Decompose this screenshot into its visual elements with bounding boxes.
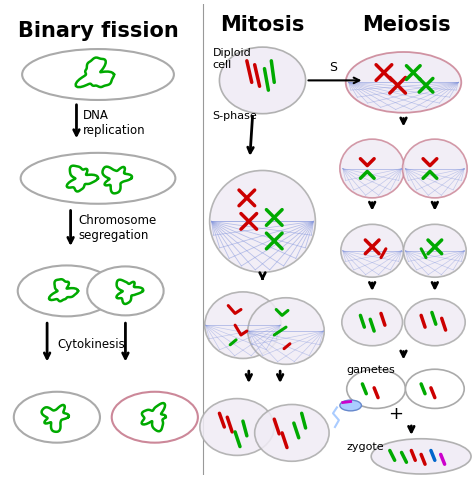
Text: S-phase: S-phase bbox=[212, 110, 257, 120]
Ellipse shape bbox=[405, 370, 464, 408]
Ellipse shape bbox=[205, 292, 281, 359]
Text: zygote: zygote bbox=[346, 441, 384, 451]
Ellipse shape bbox=[342, 299, 402, 346]
Ellipse shape bbox=[112, 392, 198, 443]
Ellipse shape bbox=[341, 225, 403, 277]
Text: +: + bbox=[388, 405, 403, 422]
Ellipse shape bbox=[403, 225, 466, 277]
Ellipse shape bbox=[340, 400, 361, 411]
Ellipse shape bbox=[346, 53, 461, 113]
Ellipse shape bbox=[22, 50, 174, 101]
Ellipse shape bbox=[255, 405, 329, 461]
Ellipse shape bbox=[346, 370, 405, 408]
Text: Chromosome
segregation: Chromosome segregation bbox=[78, 214, 157, 242]
Text: gametes: gametes bbox=[346, 365, 395, 374]
Text: Cytokinesis: Cytokinesis bbox=[57, 337, 125, 350]
Text: Mitosis: Mitosis bbox=[220, 15, 305, 35]
Ellipse shape bbox=[371, 439, 471, 474]
Text: DNA
replication: DNA replication bbox=[83, 108, 146, 136]
Ellipse shape bbox=[18, 266, 116, 317]
Ellipse shape bbox=[87, 267, 164, 316]
Ellipse shape bbox=[210, 171, 315, 273]
Ellipse shape bbox=[404, 299, 465, 346]
Ellipse shape bbox=[200, 399, 274, 456]
Ellipse shape bbox=[21, 154, 175, 204]
Text: Diploid
cell: Diploid cell bbox=[212, 48, 251, 70]
Text: S: S bbox=[329, 60, 337, 73]
Ellipse shape bbox=[248, 298, 324, 365]
Ellipse shape bbox=[402, 140, 467, 198]
Ellipse shape bbox=[14, 392, 100, 443]
Text: Meiosis: Meiosis bbox=[362, 15, 451, 35]
Ellipse shape bbox=[340, 140, 404, 198]
Text: Binary fission: Binary fission bbox=[18, 21, 178, 41]
Ellipse shape bbox=[219, 48, 306, 114]
